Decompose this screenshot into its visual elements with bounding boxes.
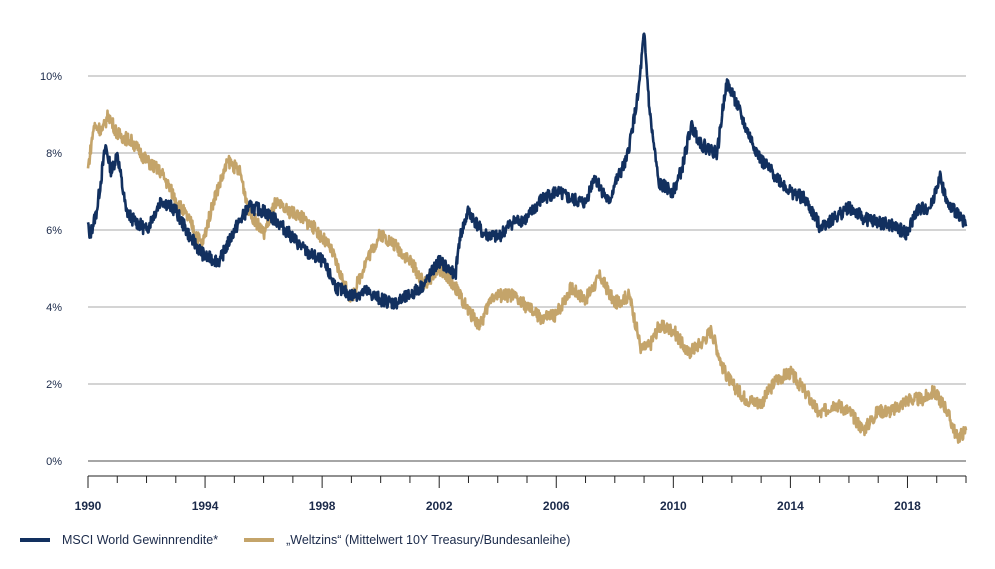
x-axis: 1990 1994 1998 2002 2006 2010 2014 2018 [75, 475, 967, 513]
legend-label-weltzins: „Weltzins“ (Mittelwert 10Y Treasury/Bund… [286, 533, 571, 547]
y-tick-label: 0% [46, 456, 62, 468]
x-tick-label: 2002 [426, 499, 453, 513]
line-chart: 0% 2% 4% 6% 8% 10% 1990 1994 1998 2002 2006 2010 20… [40, 32, 968, 513]
legend-item-weltzins: „Weltzins“ (Mittelwert 10Y Treasury/Bund… [244, 533, 570, 547]
series-lines [86, 32, 968, 444]
y-tick-label: 2% [46, 379, 62, 391]
legend-label-msci: MSCI World Gewinnrendite* [62, 533, 219, 547]
x-tick-label: 2014 [777, 499, 804, 513]
series-line-msci [86, 32, 968, 310]
legend-swatch-msci [20, 538, 50, 542]
y-tick-label: 8% [46, 148, 62, 160]
x-tick-label: 1990 [75, 499, 102, 513]
y-tick-label: 4% [46, 302, 62, 314]
x-tick-label: 2006 [543, 499, 570, 513]
legend-item-msci: MSCI World Gewinnrendite* [20, 533, 218, 547]
x-tick-label: 2010 [660, 499, 687, 513]
y-tick-label: 10% [40, 71, 62, 83]
series-line-weltzins [86, 109, 968, 444]
y-tick-label: 6% [46, 225, 62, 237]
x-tick-label: 1994 [192, 499, 219, 513]
legend: MSCI World Gewinnrendite* „Weltzins“ (Mi… [20, 533, 596, 547]
y-axis: 0% 2% 4% 6% 8% 10% [40, 71, 62, 468]
x-tick-label: 2018 [894, 499, 921, 513]
legend-swatch-weltzins [244, 538, 275, 542]
x-tick-label: 1998 [309, 499, 336, 513]
